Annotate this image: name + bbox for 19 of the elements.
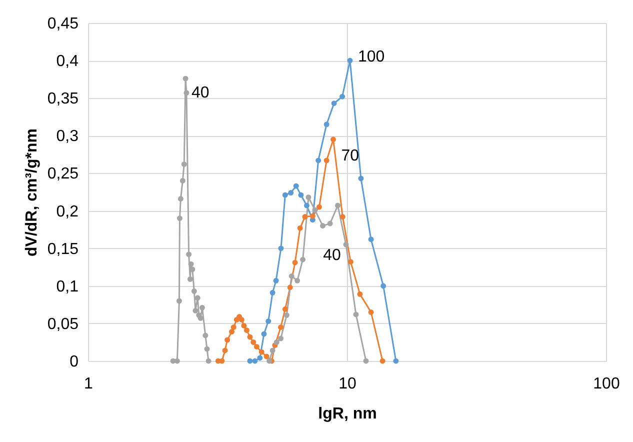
series-label: 70	[341, 147, 360, 164]
annotation: 40	[323, 247, 341, 264]
x-tick-label: 10	[338, 376, 356, 392]
y-tick-label: 0,05	[47, 316, 79, 333]
y-tick-label: 0	[70, 354, 79, 370]
series-label: 40	[192, 84, 210, 102]
y-tick-label: 0,3	[56, 128, 79, 146]
x-tick-label: 100	[593, 376, 620, 392]
y-tick-label: 0,35	[47, 90, 79, 108]
y-tick-label: 0,45	[47, 16, 79, 32]
y-tick-label: 0,15	[47, 240, 79, 258]
x-tick-label: 1	[84, 376, 94, 392]
series-label: 100	[358, 48, 385, 66]
y-tick-label: 0,4	[56, 53, 79, 70]
y-tick-label: 0,2	[56, 203, 79, 220]
y-axis-title: dV/dR, cm³/g*nm	[23, 128, 40, 257]
y-tick-label: 0,1	[56, 278, 79, 296]
x-axis-title: lgR, nm	[318, 406, 377, 422]
y-tick-label: 0,25	[47, 166, 79, 183]
